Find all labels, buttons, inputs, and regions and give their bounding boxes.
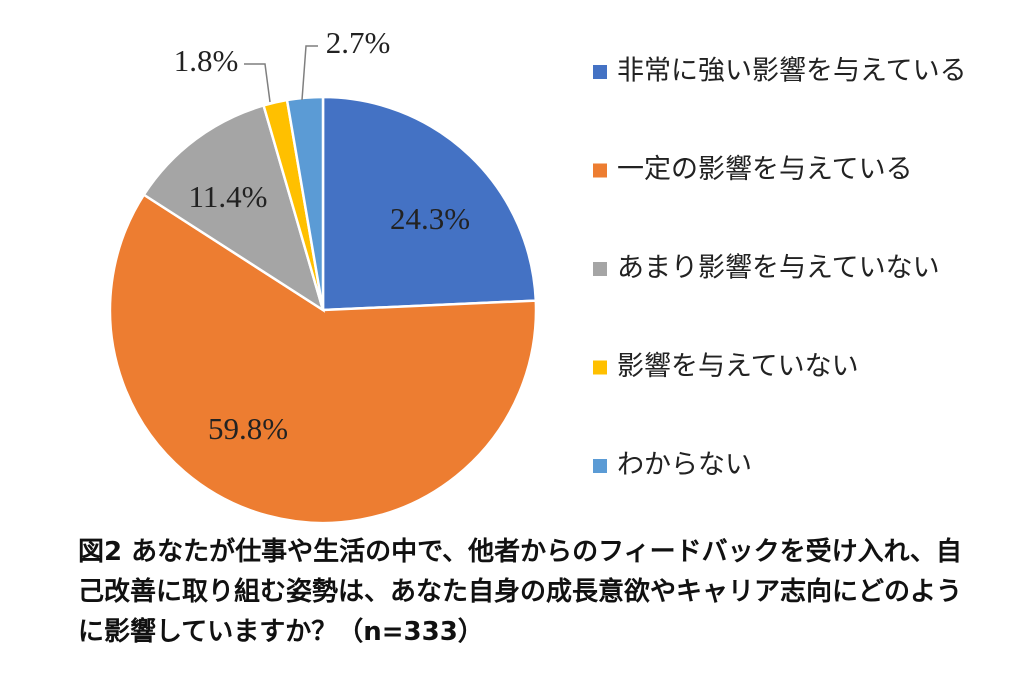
legend-label: 非常に強い影響を与えている [617,56,967,87]
slice-label: 24.3% [390,201,470,236]
legend-swatch [593,65,607,79]
legend-swatch [593,262,607,276]
legend-label: あまり影響を与えていない [617,253,940,284]
slice-label: 1.8% [174,43,239,78]
pie-slice [321,95,538,312]
pie-slice [285,95,325,311]
leader-line [301,45,318,101]
legend-label: 影響を与えていない [617,351,859,382]
legend: 非常に強い影響を与えている一定の影響を与えているあまり影響を与えていない影響を与… [593,56,967,481]
slice-label: 59.8% [208,411,288,446]
legend-swatch [593,459,607,473]
chart-caption: 図2 あなたが仕事や生活の中で、他者からのフィードバックを受け入れ、自己改善に取… [78,537,963,647]
slice-label: 11.4% [189,179,268,214]
legend-label: 一定の影響を与えている [617,154,913,185]
pie-slices [108,95,538,525]
slice-labels: 24.3% 59.8% 11.4% 1.8% 2.7% [174,25,470,446]
pie-slice [108,193,538,525]
legend-label: わからない [617,450,752,481]
leader-line [244,63,271,103]
legend-swatch [593,360,607,375]
pie-chart: 24.3% 59.8% 11.4% 1.8% 2.7% 非常に強い影響を与えている一定の… [108,25,967,525]
slice-label: 2.7% [326,25,391,60]
legend-swatch [593,163,607,178]
leader-lines [244,45,318,103]
